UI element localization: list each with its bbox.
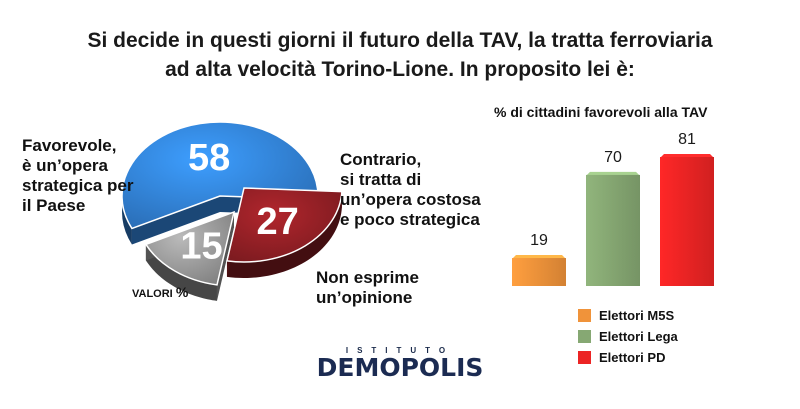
legend-item-lega: Elettori Lega xyxy=(578,327,678,345)
pie-unit-text: VALORI xyxy=(132,288,173,300)
pie-unit-symbol: % xyxy=(175,284,189,300)
chart-title: Si decide in questi giorni il futuro del… xyxy=(0,26,800,84)
pie-label-favorevole: Favorevole, è un’opera strategica per il… xyxy=(22,136,134,215)
pie-slice-wall-1 xyxy=(226,191,342,278)
bar-chart-title: % di cittadini favorevoli alla TAV xyxy=(494,104,708,120)
pie-slice-2 xyxy=(144,210,236,286)
pie-slice-edge-2-0 xyxy=(216,212,234,301)
legend-swatch-pd xyxy=(578,350,591,364)
legend-item-m5s: Elettori M5S xyxy=(578,306,678,324)
pie-unit-label: VALORI % xyxy=(132,284,188,300)
legend-label-lega: Elettori Lega xyxy=(599,328,678,344)
pie-label-contrario: Contrario, si tratta di un’opera costosa… xyxy=(340,150,481,229)
pie-slice-1 xyxy=(226,187,343,263)
bar-1 xyxy=(586,174,640,286)
pie-label-non-esprime: Non esprime un’opinione xyxy=(316,268,419,307)
bar-0 xyxy=(512,258,566,286)
legend-label-m5s: Elettori M5S xyxy=(599,307,675,323)
chart-title-line-2: ad alta velocità Torino-Lione. In propos… xyxy=(165,58,635,81)
bar-value-label-2: 81 xyxy=(678,131,696,148)
legend-swatch-m5s xyxy=(578,308,591,322)
bar-value-label-1: 70 xyxy=(604,149,622,166)
legend-label-pd: Elettori PD xyxy=(599,349,666,365)
legend-item-pd: Elettori PD xyxy=(578,348,678,366)
pie-slice-edge-0-0 xyxy=(131,196,220,245)
bar-2 xyxy=(660,157,714,286)
pie-slice-0 xyxy=(121,121,319,230)
bar-value-label-0: 19 xyxy=(530,232,548,249)
pie-value-label-1: 27 xyxy=(256,201,298,243)
pie-value-label-2: 15 xyxy=(180,226,222,268)
pie-value-label-0: 58 xyxy=(188,137,230,179)
logo-main-text: DEMOPOLIS xyxy=(316,353,484,382)
pie-slice-wall-2 xyxy=(145,244,217,301)
chart-title-line-1: Si decide in questi giorni il futuro del… xyxy=(87,29,713,52)
demopolis-logo: ISTITUTO DEMOPOLIS xyxy=(310,346,490,381)
legend-swatch-lega xyxy=(578,329,591,343)
logo-top-text: ISTITUTO xyxy=(345,346,455,355)
bar-legend: Elettori M5S Elettori Lega Elettori PD xyxy=(578,306,678,369)
